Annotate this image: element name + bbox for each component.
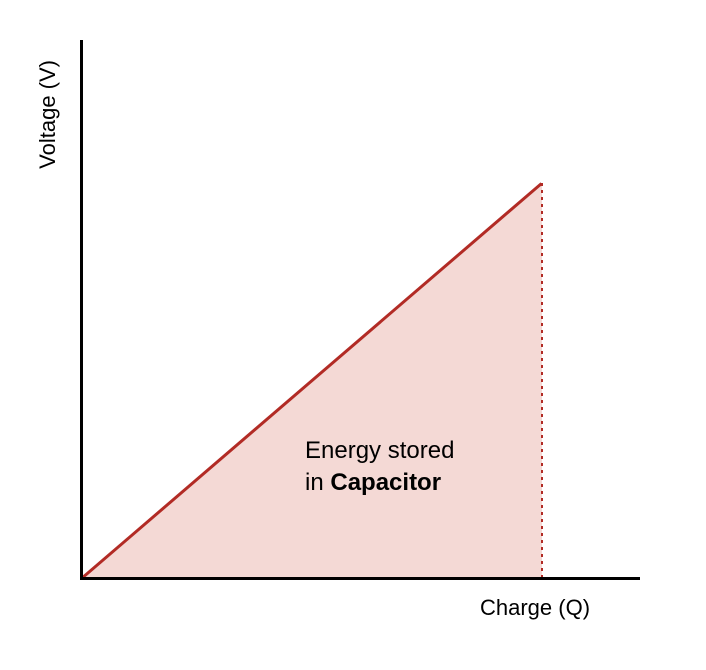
- x-axis-label: Charge (Q): [480, 595, 590, 621]
- y-axis-label: Voltage (V): [35, 60, 61, 169]
- x-axis: [80, 577, 640, 580]
- annotation-line1: Energy stored: [305, 435, 454, 467]
- annotation-line2: in Capacitor: [305, 467, 454, 499]
- y-axis: [80, 40, 83, 580]
- vq-chart: Energy stored in Capacitor: [80, 40, 640, 580]
- energy-annotation: Energy stored in Capacitor: [305, 435, 454, 500]
